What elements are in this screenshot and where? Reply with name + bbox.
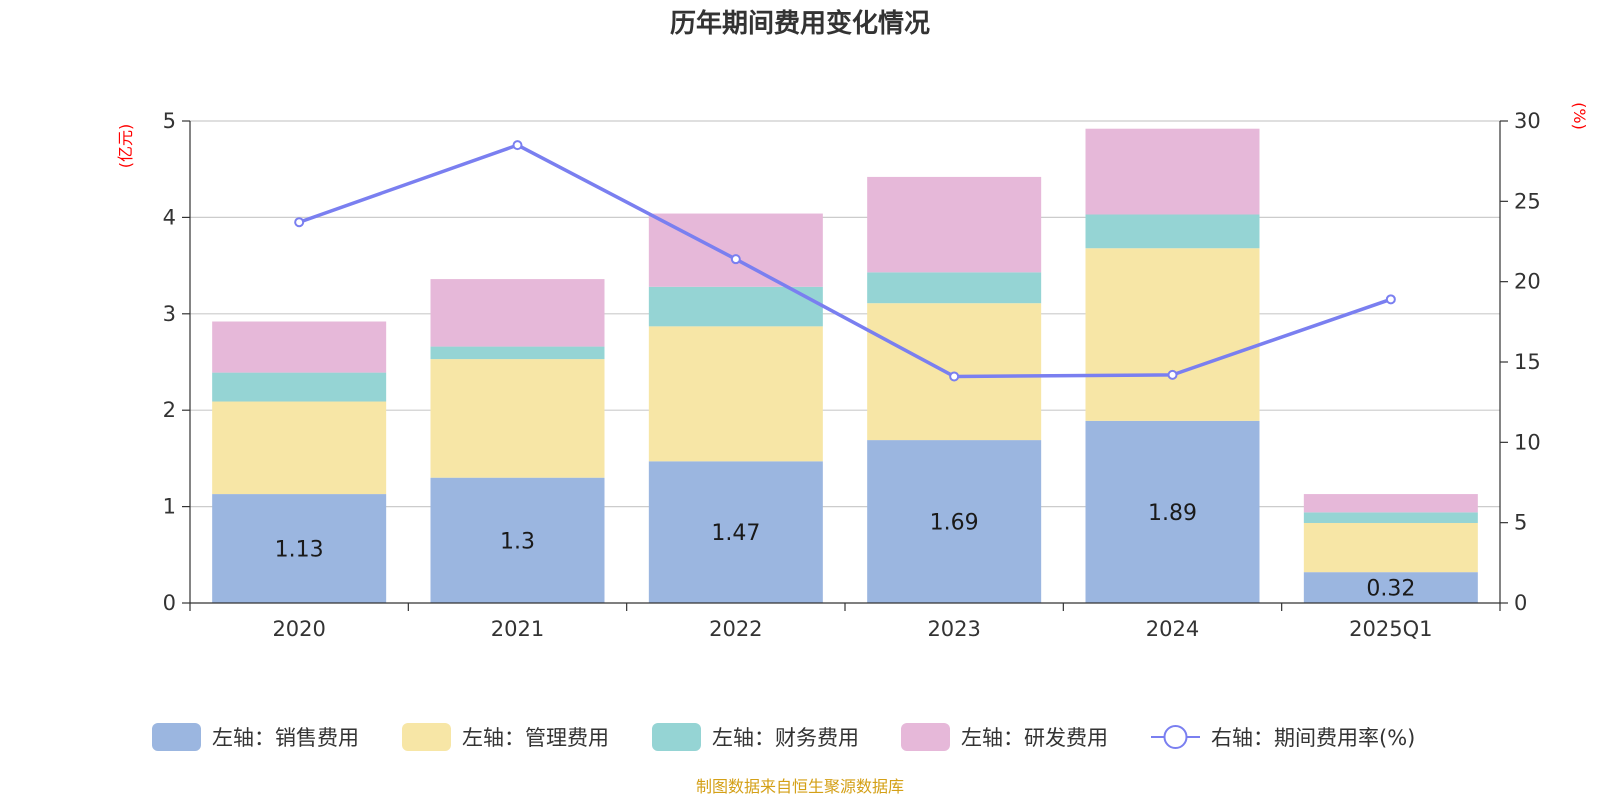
right-axis-tick-label: 5 xyxy=(1514,511,1527,535)
left-axis-tick-label: 2 xyxy=(163,398,176,422)
right-axis-tick-label: 25 xyxy=(1514,189,1541,213)
right-axis-unit: (%) xyxy=(1570,102,1589,130)
bar-segment-2 xyxy=(1303,522,1478,573)
rate-point xyxy=(294,217,305,228)
right-axis-tick-label: 10 xyxy=(1514,430,1541,454)
bar-series xyxy=(212,128,1478,603)
bar-segment-2 xyxy=(430,359,605,478)
bar-segment-1 xyxy=(648,461,823,603)
left-axis-unit: (亿元) xyxy=(116,124,135,169)
rate-point xyxy=(1167,369,1178,380)
legend-label: 右轴：期间费用率(%) xyxy=(1211,726,1415,750)
rate-line-series xyxy=(294,140,1396,382)
bar-data-label: 0.32 xyxy=(1366,577,1415,602)
right-axis-tick-label: 30 xyxy=(1514,109,1541,133)
bar-segment-1 xyxy=(867,440,1042,603)
axes: 0 1 2 3 4 5 0 5 10 15 20 25 30 2020 2021 2022 2023 2024 20… xyxy=(163,109,1541,641)
bar-segment-4 xyxy=(867,176,1042,273)
bar-segment-3 xyxy=(648,286,823,327)
rate-point xyxy=(730,254,741,265)
bar-segment-4 xyxy=(430,279,605,347)
left-axis-tick-label: 0 xyxy=(163,591,176,615)
right-axis-tick-label: 20 xyxy=(1514,270,1541,294)
bar-segment-1 xyxy=(430,477,605,603)
bar-segment-3 xyxy=(1085,214,1260,249)
rate-line xyxy=(298,143,1392,379)
x-axis-tick-label: 2022 xyxy=(709,617,762,641)
bar-segment-3 xyxy=(430,346,605,360)
bar-segment-4 xyxy=(212,321,387,373)
bar-segment-4 xyxy=(1085,128,1260,215)
legend-label: 左轴：财务费用 xyxy=(712,726,859,750)
bar-data-label: 1.47 xyxy=(711,521,760,546)
rate-point xyxy=(949,371,960,382)
x-axis-tick-label: 2024 xyxy=(1146,617,1199,641)
bar-segment-1 xyxy=(1303,572,1478,603)
bar-segment-2 xyxy=(1085,248,1260,421)
bar-data-label: 1.69 xyxy=(930,511,979,536)
right-axis-tick-label: 0 xyxy=(1514,591,1527,615)
right-axis-tick-label: 15 xyxy=(1514,350,1541,374)
bar-segment-4 xyxy=(1303,494,1478,513)
chart-title: 历年期间费用变化情况 xyxy=(670,8,930,39)
bar-segment-3 xyxy=(867,272,1042,304)
source-note: 制图数据来自恒生聚源数据库 xyxy=(696,777,904,796)
bar-segment-4 xyxy=(648,213,823,287)
legend-swatch xyxy=(402,723,451,751)
legend-swatch xyxy=(901,723,950,751)
bar-data-label: 1.13 xyxy=(275,538,324,563)
x-axis-tick-label: 2025Q1 xyxy=(1349,617,1432,641)
x-axis-tick-label: 2023 xyxy=(927,617,980,641)
bar-data-label: 1.89 xyxy=(1148,501,1197,526)
bar-segment-1 xyxy=(212,494,387,603)
bar-data-label: 1.3 xyxy=(500,529,535,554)
data-labels: 1.13 1.3 1.47 1.69 1.89 0.32 xyxy=(275,501,1416,602)
bar-segment-3 xyxy=(212,372,387,402)
legend: 左轴：销售费用 左轴：管理费用 左轴：财务费用 左轴：研发费用 右轴：期间费用率(%) xyxy=(152,723,1415,751)
left-axis-tick-label: 4 xyxy=(163,205,176,229)
legend-label: 左轴：销售费用 xyxy=(212,726,359,750)
bar-segment-3 xyxy=(1303,512,1478,523)
legend-line-marker xyxy=(1163,725,1188,749)
legend-label: 左轴：研发费用 xyxy=(961,726,1108,750)
x-axis-tick-label: 2020 xyxy=(272,617,325,641)
bar-segment-1 xyxy=(1085,420,1260,603)
rate-point xyxy=(1385,294,1396,305)
left-axis-tick-label: 5 xyxy=(163,109,176,133)
left-axis-tick-label: 1 xyxy=(163,495,176,519)
bar-segment-2 xyxy=(212,401,387,495)
left-axis-tick-label: 3 xyxy=(163,302,176,326)
rate-point xyxy=(512,140,523,151)
legend-swatch xyxy=(152,723,201,751)
legend-label: 左轴：管理费用 xyxy=(462,726,609,750)
x-axis-tick-label: 2021 xyxy=(491,617,544,641)
gridlines xyxy=(190,120,1500,508)
bar-segment-2 xyxy=(648,326,823,462)
legend-swatch xyxy=(652,723,701,751)
